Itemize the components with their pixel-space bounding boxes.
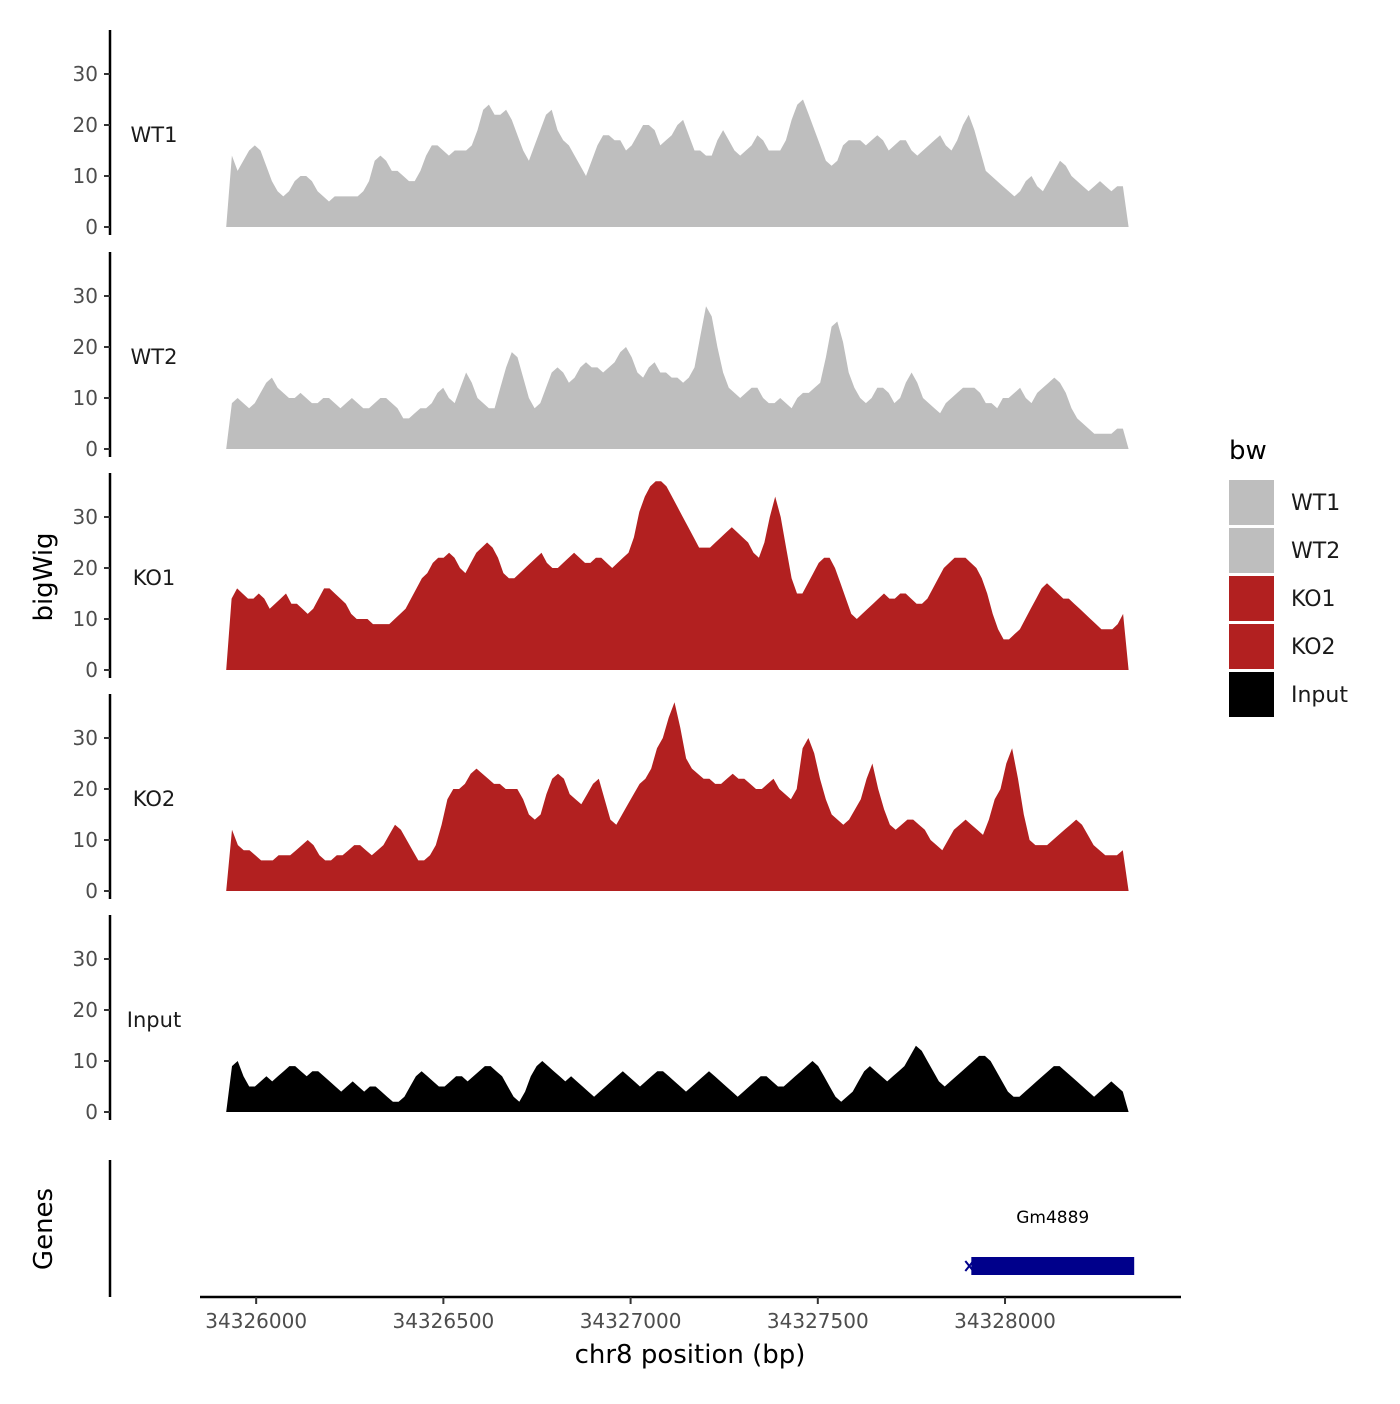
track-ko1: 0 10 20 30 KO1 (73, 473, 1129, 682)
y-tick-label: 20 (73, 777, 98, 801)
x-tick-label: 34327000 (580, 1309, 682, 1333)
legend-swatch (1229, 672, 1274, 717)
legend-title: bw (1229, 436, 1267, 466)
signal-area (226, 702, 1129, 891)
track-label: WT1 (131, 123, 178, 147)
x-tick-label: 34327500 (767, 1309, 869, 1333)
track-input: 0 10 20 30 Input (73, 915, 1129, 1124)
y-tick-label: 20 (73, 998, 98, 1022)
legend-entry-wt2: WT2 (1229, 528, 1340, 573)
legend-swatch (1229, 480, 1274, 525)
x-tick-label: 34326000 (205, 1309, 307, 1333)
y-tick-label: 30 (73, 62, 98, 86)
legend-swatch (1229, 528, 1274, 573)
legend: bw WT1 WT2 KO1 KO2 Input (1229, 436, 1348, 717)
y-tick-label: 10 (73, 164, 98, 188)
track-label: WT2 (131, 345, 178, 369)
legend-label: WT1 (1291, 491, 1340, 516)
y-tick-label: 30 (73, 505, 98, 529)
y-tick-label: 10 (73, 828, 98, 852)
y-tick-label: 30 (73, 284, 98, 308)
x-tick-label: 34326500 (392, 1309, 494, 1333)
y-tick-label: 0 (85, 215, 98, 239)
track-label: Input (127, 1008, 181, 1032)
gene-track-panel: Gm4889 (108, 1160, 1135, 1297)
legend-swatch (1229, 576, 1274, 621)
y-tick-label: 20 (73, 113, 98, 137)
legend-label: WT2 (1291, 539, 1340, 564)
legend-label: Input (1291, 683, 1348, 708)
y-tick-label: 30 (73, 726, 98, 750)
gene-strand-mark (964, 1260, 975, 1272)
y-tick-label: 0 (85, 437, 98, 461)
track-ko2: 0 10 20 30 KO2 (73, 694, 1129, 903)
y-tick-label: 0 (85, 1100, 98, 1124)
gene-body (971, 1257, 1135, 1275)
legend-label: KO2 (1291, 635, 1336, 660)
legend-entry-wt1: WT1 (1229, 480, 1340, 525)
y-tick-label: 0 (85, 879, 98, 903)
legend-entry-input: Input (1229, 672, 1348, 717)
legend-entry-ko1: KO1 (1229, 576, 1336, 621)
y-tick-label: 10 (73, 386, 98, 410)
legend-label: KO1 (1291, 587, 1336, 612)
legend-swatch (1229, 624, 1274, 669)
y-tick-label: 0 (85, 658, 98, 682)
bigwig-tracks: 0 10 20 30 WT1 0 10 20 30 WT2 0 10 20 30 KO1 0 10 20 30 KO2… (73, 30, 1129, 1124)
track-label: KO1 (133, 566, 176, 590)
gene-label: Gm4889 (1016, 1208, 1089, 1228)
genes-axis-title: Genes (29, 1188, 59, 1270)
signal-area (226, 1045, 1129, 1112)
track-wt1: 0 10 20 30 WT1 (73, 30, 1129, 239)
gene-gm4889: Gm4889 (964, 1208, 1135, 1275)
x-axis-title: chr8 position (bp) (575, 1340, 806, 1370)
y-tick-label: 20 (73, 335, 98, 359)
y-tick-label: 30 (73, 947, 98, 971)
track-wt2: 0 10 20 30 WT2 (73, 252, 1129, 461)
signal-area (226, 481, 1129, 670)
legend-entry-ko2: KO2 (1229, 624, 1336, 669)
signal-area (226, 306, 1129, 449)
y-tick-label: 10 (73, 1049, 98, 1073)
x-tick-label: 34328000 (954, 1309, 1056, 1333)
y-tick-label: 10 (73, 607, 98, 631)
y-tick-label: 20 (73, 556, 98, 580)
track-label: KO2 (133, 787, 176, 811)
x-axis: 34326000 34326500 34327000 34327500 34328000 (200, 1295, 1181, 1333)
y-axis-title: bigWig (29, 532, 59, 621)
signal-area (226, 99, 1129, 227)
